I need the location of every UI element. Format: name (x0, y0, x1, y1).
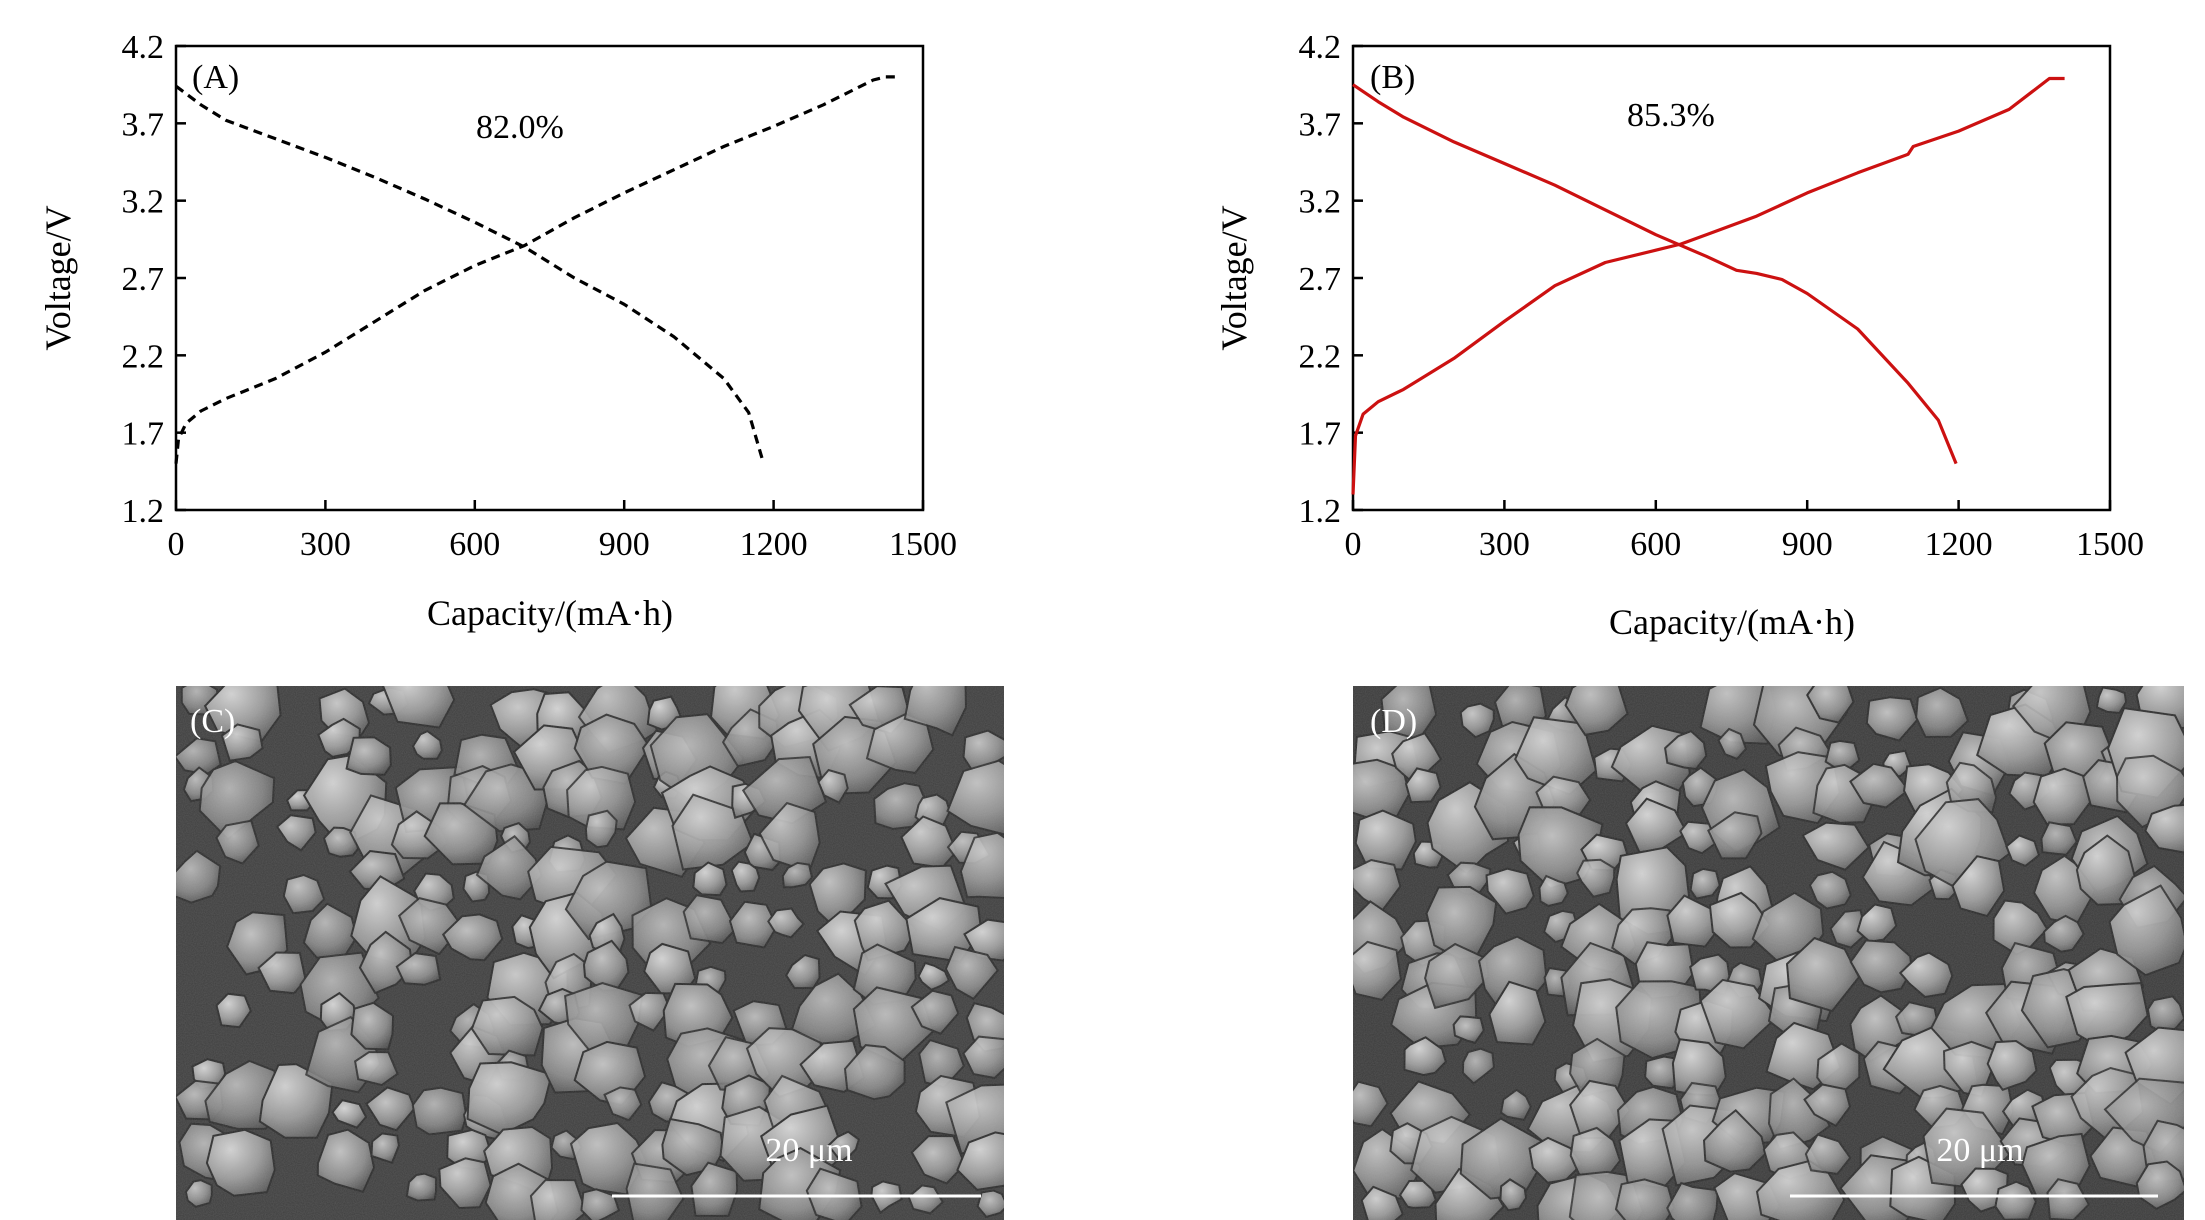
x-tick-label-a-3: 900 (599, 526, 650, 563)
sem-image-c: (C) 20 μm (176, 686, 1004, 1220)
series-line-a-0 (174, 75, 899, 464)
y-tick-label-b-2: 3.2 (1299, 184, 1342, 221)
y-tick-label-a-4: 2.2 (122, 338, 165, 375)
chart-panel-a: 0 300 600 900 1200 15004.23.73.22.72.21.71.2 … (38, 29, 957, 633)
y-tick-label-b-1: 3.7 (1299, 106, 1342, 143)
y-tick-label-a-2: 3.2 (122, 184, 165, 221)
x-tick-label-a-2: 600 (449, 526, 500, 563)
y-axis-label-b: Voltage/V (1214, 205, 1254, 350)
x-tick-label-b-3: 900 (1782, 526, 1833, 563)
scale-bar-label-c: 20 μm (765, 1132, 852, 1169)
annotation-a: 82.0% (476, 109, 564, 146)
panel-label-c: (C) (190, 703, 235, 740)
series-line-b-0 (1351, 76, 2065, 495)
y-tick-label-a-0: 4.2 (122, 29, 165, 66)
y-tick-label-b-4: 2.2 (1299, 338, 1342, 375)
series-line-b-1 (1352, 83, 1958, 465)
chart-panel-b: 0 300 600 900 1200 15004.23.73.22.72.21.71.2 … (1214, 29, 2144, 642)
x-axis-label-b: Capacity/(mA·h) (1609, 602, 1855, 642)
y-tick-label-a-1: 3.7 (122, 106, 165, 143)
annotation-b: 85.3% (1627, 97, 1715, 134)
x-tick-label-b-5: 1500 (2076, 526, 2144, 563)
x-tick-label-b-1: 300 (1479, 526, 1530, 563)
panel-label-d: (D) (1370, 703, 1417, 740)
y-tick-label-a-6: 1.2 (122, 493, 165, 530)
y-tick-label-b-0: 4.2 (1299, 29, 1342, 66)
y-tick-label-b-3: 2.7 (1299, 261, 1342, 298)
panel-label-a: (A) (192, 59, 239, 96)
y-tick-label-b-6: 1.2 (1299, 493, 1342, 530)
x-tick-label-b-2: 600 (1630, 526, 1681, 563)
x-axis-label-a: Capacity/(mA·h) (427, 593, 673, 633)
x-tick-label-a-4: 1200 (740, 526, 808, 563)
x-tick-label-a-0: 0 (168, 526, 185, 563)
y-tick-label-a-5: 1.7 (122, 416, 165, 453)
scale-bar-label-d: 20 μm (1936, 1132, 2023, 1169)
y-tick-label-b-5: 1.7 (1299, 416, 1342, 453)
x-tick-label-a-5: 1500 (889, 526, 957, 563)
y-axis-label-a: Voltage/V (38, 205, 78, 350)
series-line-a-1 (175, 84, 766, 465)
x-tick-label-b-0: 0 (1345, 526, 1362, 563)
panel-label-b: (B) (1370, 59, 1415, 96)
sem-image-d: (D) 20 μm (1353, 686, 2184, 1220)
x-tick-label-a-1: 300 (300, 526, 351, 563)
y-tick-label-a-3: 2.7 (122, 261, 165, 298)
x-tick-label-b-4: 1200 (1925, 526, 1993, 563)
